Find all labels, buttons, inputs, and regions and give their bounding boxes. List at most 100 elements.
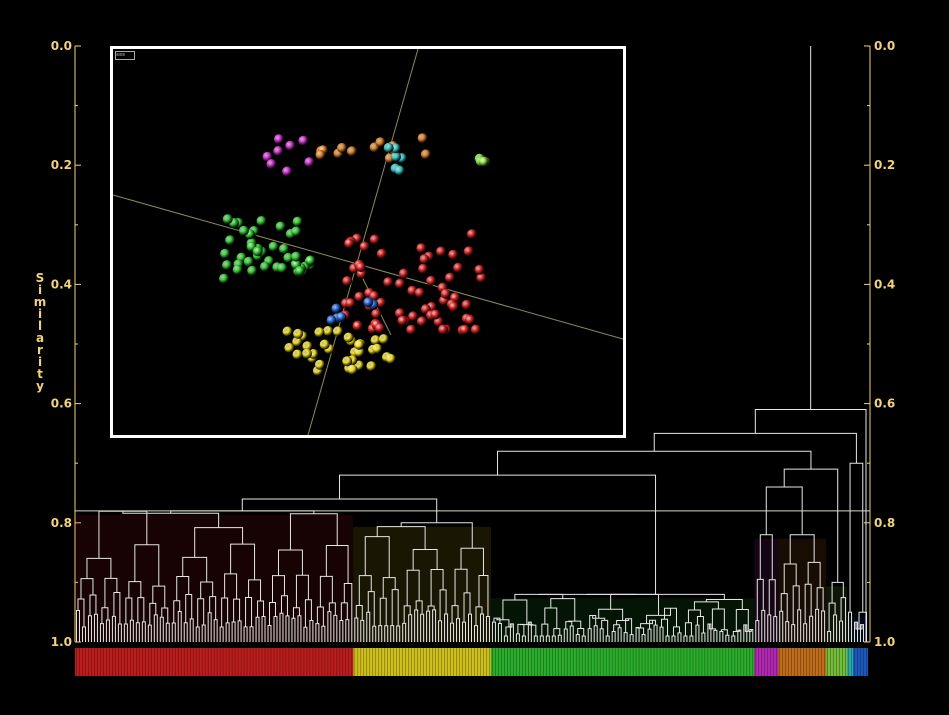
dendrogram-link xyxy=(586,593,725,600)
scatter-point-green xyxy=(225,235,236,246)
scatter-point-blue xyxy=(336,312,347,322)
cluster-bar-magenta xyxy=(754,648,779,676)
scatter-point-red xyxy=(374,323,385,334)
scatter-point-green xyxy=(291,251,302,262)
dendrogram-link xyxy=(520,624,534,626)
dendrogram-link xyxy=(485,616,490,642)
cluster-color-bar xyxy=(75,648,868,676)
scatter-point-yellow xyxy=(314,327,325,338)
dendrogram-link xyxy=(432,609,437,642)
axis-label-letter: a xyxy=(36,331,44,345)
axis-label-letter: i xyxy=(38,307,42,321)
dendrogram-link xyxy=(637,627,645,635)
scatter-point-green xyxy=(243,256,254,267)
dendrogram-link xyxy=(839,620,844,642)
axis-label-letter: l xyxy=(38,319,42,333)
dendrogram-link xyxy=(345,619,350,642)
scatter-point-yellow xyxy=(292,349,303,360)
dendrogram-link xyxy=(113,592,121,624)
dendrogram-link xyxy=(230,543,256,580)
scatter-point-yellow xyxy=(284,342,295,353)
dendrogram-link xyxy=(653,432,857,464)
dendrogram-link xyxy=(279,612,284,642)
scatter-point-red xyxy=(352,320,363,331)
dendrogram-link xyxy=(509,623,514,642)
dendrogram-link xyxy=(104,577,118,608)
dendrogram-link xyxy=(641,633,646,642)
axis-label-letter: t xyxy=(37,367,43,381)
scatter-point-green xyxy=(247,265,258,276)
scatter-point-magenta xyxy=(266,159,277,169)
scatter-point-green xyxy=(268,241,279,252)
scatter-point-yellow xyxy=(366,361,377,372)
scatter-point-red xyxy=(426,275,437,286)
dendrogram-link xyxy=(701,632,706,642)
dendrogram-link xyxy=(289,513,338,550)
scatter-point-cyan xyxy=(391,151,401,162)
scatter-point-yellow xyxy=(302,348,312,359)
dendrogram-link xyxy=(315,623,320,642)
scatter-point-yellow xyxy=(319,339,330,350)
scatter-point-yellow xyxy=(332,326,343,337)
dendrogram-link xyxy=(804,583,812,624)
dendrogram-link xyxy=(339,620,344,642)
dendrogram-link xyxy=(327,611,332,642)
dendrogram-link xyxy=(403,605,411,624)
scatter-point-red xyxy=(418,263,429,274)
scatter-point-orange xyxy=(417,133,428,144)
dendrogram-link xyxy=(711,608,725,630)
scatter-point-yellow xyxy=(282,326,293,337)
dendrogram-link xyxy=(189,618,194,642)
dendrogram-link xyxy=(391,589,399,627)
dendrogram-link xyxy=(708,623,716,631)
scatter-point-green xyxy=(305,255,316,266)
dendrogram-link xyxy=(599,628,604,642)
inset-window-tag[interactable]: ≡≡≡ xyxy=(115,51,135,60)
pca-3d-scatter-inset: ≡≡≡ xyxy=(110,46,626,438)
dendrogram-link xyxy=(111,615,116,642)
dendrogram-link xyxy=(304,599,312,628)
axis-label-letter: S xyxy=(36,271,45,285)
scatter-point-magenta xyxy=(273,146,284,156)
scatter-point-red xyxy=(406,324,417,335)
dendrogram-link xyxy=(693,601,719,610)
scatter-point-magenta xyxy=(262,151,273,162)
scatter-point-red xyxy=(430,309,441,320)
dendrogram-link xyxy=(194,527,244,558)
dendrogram-link xyxy=(340,602,348,621)
dendrogram-link xyxy=(855,622,863,630)
dendrogram-link xyxy=(292,607,300,619)
dendrogram-link xyxy=(767,614,772,642)
scatter-point-red xyxy=(397,315,408,326)
scatter-point-yellow xyxy=(347,364,358,375)
scatter-point-green xyxy=(279,243,289,254)
dendrogram-link xyxy=(269,602,276,626)
scatter-point-yellow xyxy=(314,359,325,370)
scatter-point-red xyxy=(342,276,353,286)
scatter-point-yellow xyxy=(342,356,353,367)
dendrogram-link xyxy=(80,578,94,600)
scatter-point-green xyxy=(222,214,233,225)
scatter-point-orange xyxy=(420,149,431,160)
scatter-point-red xyxy=(436,246,446,257)
axis-label-letter: i xyxy=(38,283,42,297)
dendrogram-link xyxy=(75,610,80,642)
scatter-point-red xyxy=(463,246,474,257)
dendrogram-link xyxy=(321,625,326,642)
scatter-point-cyan xyxy=(383,142,394,153)
dendrogram-link xyxy=(816,587,824,611)
scatter-point-red xyxy=(461,299,472,310)
scatter-point-red xyxy=(466,229,477,240)
dendrogram-link xyxy=(378,625,383,642)
scatter-point-yellow xyxy=(354,347,365,358)
dendrogram-link xyxy=(849,462,864,613)
dendrogram-link xyxy=(291,617,296,642)
right-tick-label: 0.8 xyxy=(874,516,895,530)
scatter-point-yellow xyxy=(292,336,303,347)
scatter-point-green xyxy=(220,248,231,259)
scatter-point-yellow xyxy=(323,326,334,336)
dendrogram-link xyxy=(860,624,865,642)
dendrogram-link xyxy=(171,622,176,642)
dendrogram-link xyxy=(249,626,254,642)
dendrogram-link xyxy=(468,613,472,642)
